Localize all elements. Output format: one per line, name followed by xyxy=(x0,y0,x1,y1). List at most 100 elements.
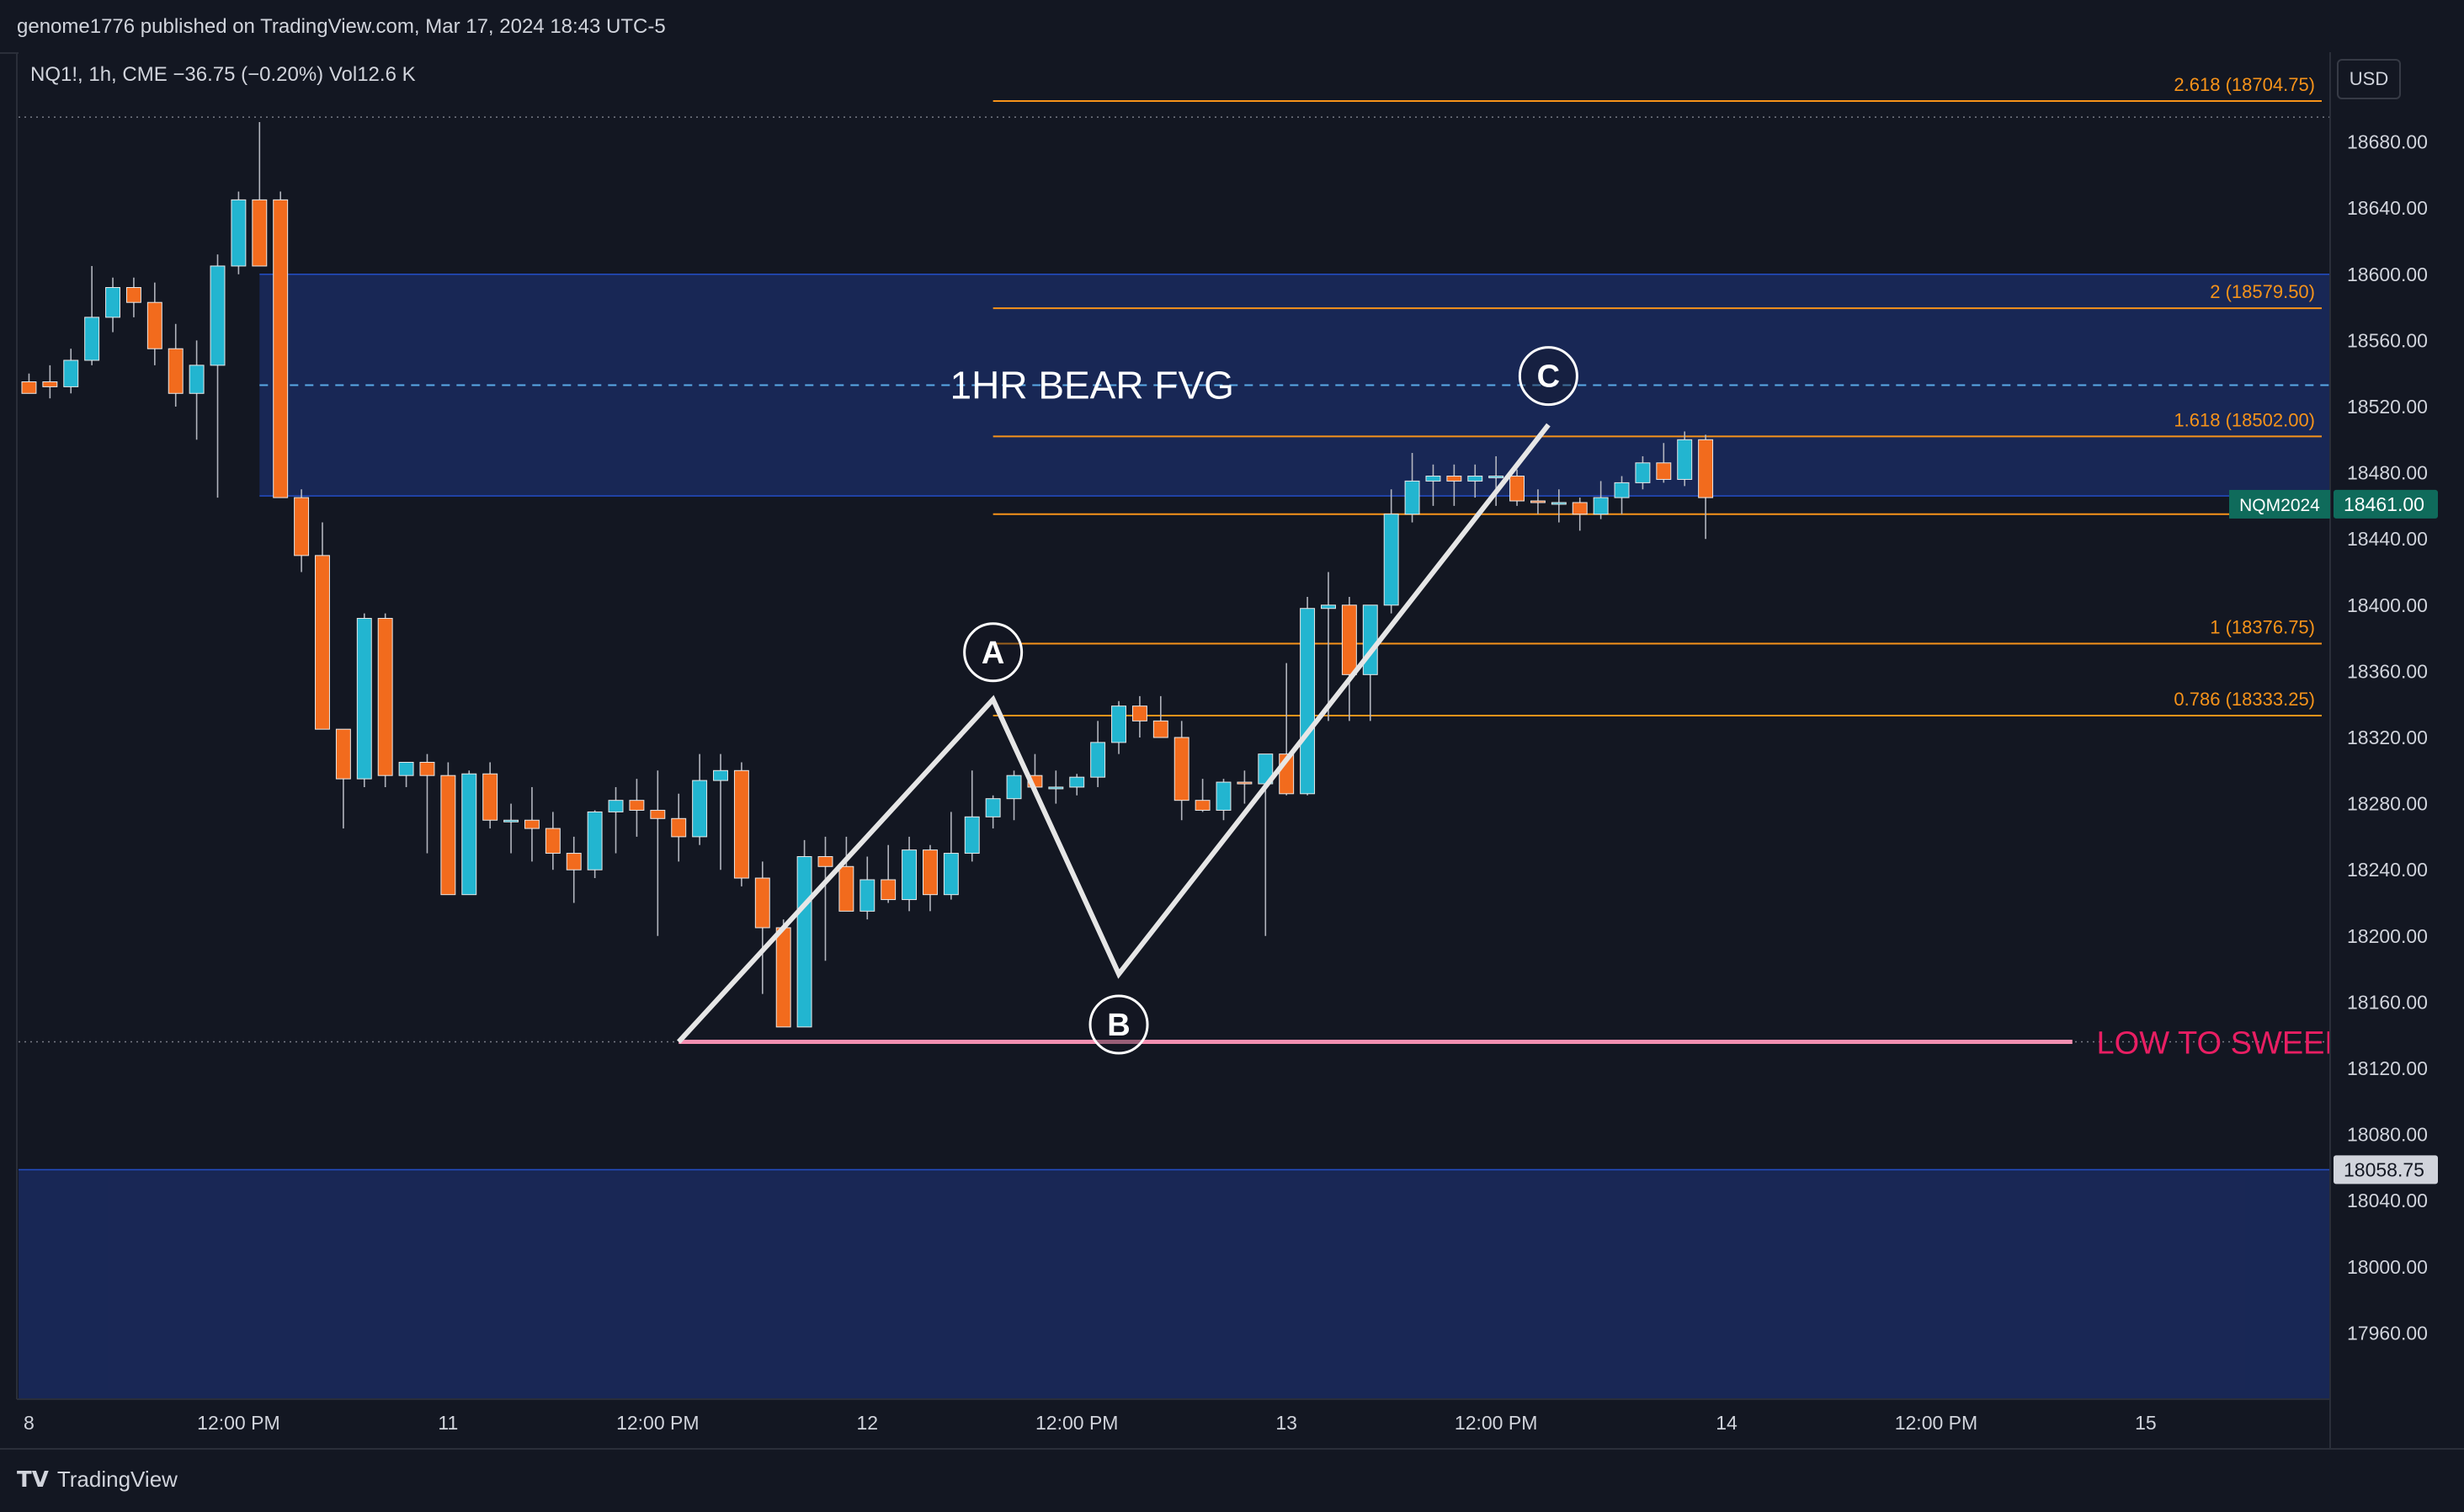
x-tick-label: 14 xyxy=(1716,1412,1738,1434)
x-tick-label: 12:00 PM xyxy=(1895,1412,1977,1434)
y-tick-label: 18240.00 xyxy=(2347,859,2428,881)
x-tick-label: 15 xyxy=(2135,1412,2157,1434)
candle-up xyxy=(1425,476,1441,482)
candle-up xyxy=(1321,604,1336,610)
y-tick-label: 18560.00 xyxy=(2347,329,2428,351)
price-scale-background xyxy=(2330,52,2464,1448)
y-tick-label: 18600.00 xyxy=(2347,264,2428,285)
y-tick-label: 18480.00 xyxy=(2347,462,2428,484)
candle-down xyxy=(1195,800,1211,811)
candles-layer xyxy=(21,122,1714,1028)
price-tag-value: 18058.75 xyxy=(2344,1158,2424,1180)
fib-label-1.618: 1.618 (18502.00) xyxy=(2174,409,2315,430)
fvg-annotation: 1HR BEAR FVG xyxy=(950,363,1234,407)
price-tag-symbol-bg xyxy=(2229,489,2330,519)
price-tag-1: 18058.75 xyxy=(2334,1155,2438,1185)
candle-down xyxy=(650,809,666,819)
x-tick-label: 12:00 PM xyxy=(1035,1412,1118,1434)
top-bar: genome1776 published on TradingView.com,… xyxy=(0,0,2464,54)
tradingview-icon: 𝗧𝗩 xyxy=(17,1467,49,1493)
price-tag-value-bg xyxy=(2334,1155,2438,1185)
candle-down xyxy=(377,618,393,776)
candle-up xyxy=(1488,476,1504,479)
candle-down xyxy=(671,817,687,838)
fib-label-0.786: 0.786 (18333.25) xyxy=(2174,689,2315,710)
candle-up xyxy=(608,800,624,812)
x-tick-label: 12 xyxy=(856,1412,878,1434)
brand-name: TradingView xyxy=(56,1467,178,1492)
candle-up xyxy=(1362,604,1378,675)
price-tag-symbol: NQM2024 xyxy=(2239,496,2320,515)
candle-up xyxy=(1006,775,1022,800)
candle-down xyxy=(545,828,561,854)
y-tick-label: 18280.00 xyxy=(2347,793,2428,815)
candle-down xyxy=(273,199,289,498)
zones-layer xyxy=(19,52,2330,1399)
candle-up xyxy=(985,798,1001,817)
swing-label-text: C xyxy=(1537,359,1560,395)
candle-down xyxy=(817,855,833,867)
candle-down xyxy=(125,287,141,303)
lower-zone-zone xyxy=(19,1169,2330,1399)
candle-down xyxy=(315,555,330,730)
candle-up xyxy=(1593,497,1609,515)
candle-up xyxy=(1216,781,1232,811)
candle-up xyxy=(796,855,812,1028)
fib-levels-layer: 2.618 (18704.75) 2 (18579.50) 1.618 (18502… xyxy=(993,74,2322,716)
candlestick-chart[interactable]: 2.618 (18704.75) 2 (18579.50) 1.618 (18502… xyxy=(0,52,2464,1448)
candle-down xyxy=(21,381,37,394)
candle-up xyxy=(398,761,414,776)
candle-up xyxy=(461,773,477,896)
annotations-layer: 1HR BEAR FVG LOW TO SWEEP xyxy=(950,363,2346,1061)
candle-down xyxy=(923,849,938,896)
fib-label-2: 2 (18579.50) xyxy=(2210,281,2315,302)
candle-down xyxy=(838,865,854,912)
candle-down xyxy=(524,819,540,829)
chart-area[interactable]: 2.618 (18704.75) 2 (18579.50) 1.618 (18502… xyxy=(0,52,2464,1448)
swing-label-text: A xyxy=(982,636,1004,671)
candle-down xyxy=(294,497,310,556)
low-to-sweep-annotation: LOW TO SWEEP xyxy=(2097,1026,2346,1062)
candle-up xyxy=(105,287,120,318)
candle-down xyxy=(1152,720,1168,738)
tradingview-logo[interactable]: 𝗧𝗩 TradingView xyxy=(17,1467,178,1493)
candle-down xyxy=(1131,705,1147,721)
candle-up xyxy=(356,618,372,780)
swing-label-circle xyxy=(1518,346,1578,407)
candle-up xyxy=(1614,482,1630,498)
candle-down xyxy=(335,728,351,780)
candle-down xyxy=(1698,439,1714,498)
y-tick-label: 18000.00 xyxy=(2347,1256,2428,1278)
candle-up xyxy=(1677,439,1693,480)
y-tick-label: 18360.00 xyxy=(2347,660,2428,682)
candle-up xyxy=(902,849,918,901)
candle-up xyxy=(1111,705,1126,743)
candle-down xyxy=(168,348,184,394)
candle-down xyxy=(440,775,456,896)
y-tick-label: 18120.00 xyxy=(2347,1057,2428,1079)
candle-down xyxy=(42,381,58,387)
price-tag-value: 18461.00 xyxy=(2344,493,2424,515)
swing-label-circle xyxy=(1088,994,1149,1055)
abc-swing-path xyxy=(677,423,1551,1044)
candle-down xyxy=(1656,462,1672,480)
candle-down xyxy=(754,877,770,929)
candle-down xyxy=(1509,476,1525,502)
price-tag-0: NQM2024 18461.00 xyxy=(2229,489,2438,519)
y-tick-label: 18160.00 xyxy=(2347,991,2428,1013)
axes-layer: 17960.00 18000.00 18040.00 18080.00 18120.00… xyxy=(16,52,2464,1448)
x-tick-label: 12:00 PM xyxy=(1455,1412,1537,1434)
candle-up xyxy=(189,365,205,394)
candle-down xyxy=(419,761,435,776)
candle-up xyxy=(1383,514,1399,606)
y-tick-label: 18640.00 xyxy=(2347,197,2428,219)
x-tick-label: 11 xyxy=(438,1412,458,1434)
candle-up xyxy=(692,780,708,838)
currency-button[interactable]: USD xyxy=(2337,59,2401,99)
swing-label-circle xyxy=(963,622,1024,683)
y-tick-label: 18440.00 xyxy=(2347,528,2428,550)
candle-down xyxy=(482,773,498,821)
candle-up xyxy=(859,879,875,912)
swing-label-c: C xyxy=(1518,346,1578,407)
swing-label-a: A xyxy=(963,622,1024,683)
